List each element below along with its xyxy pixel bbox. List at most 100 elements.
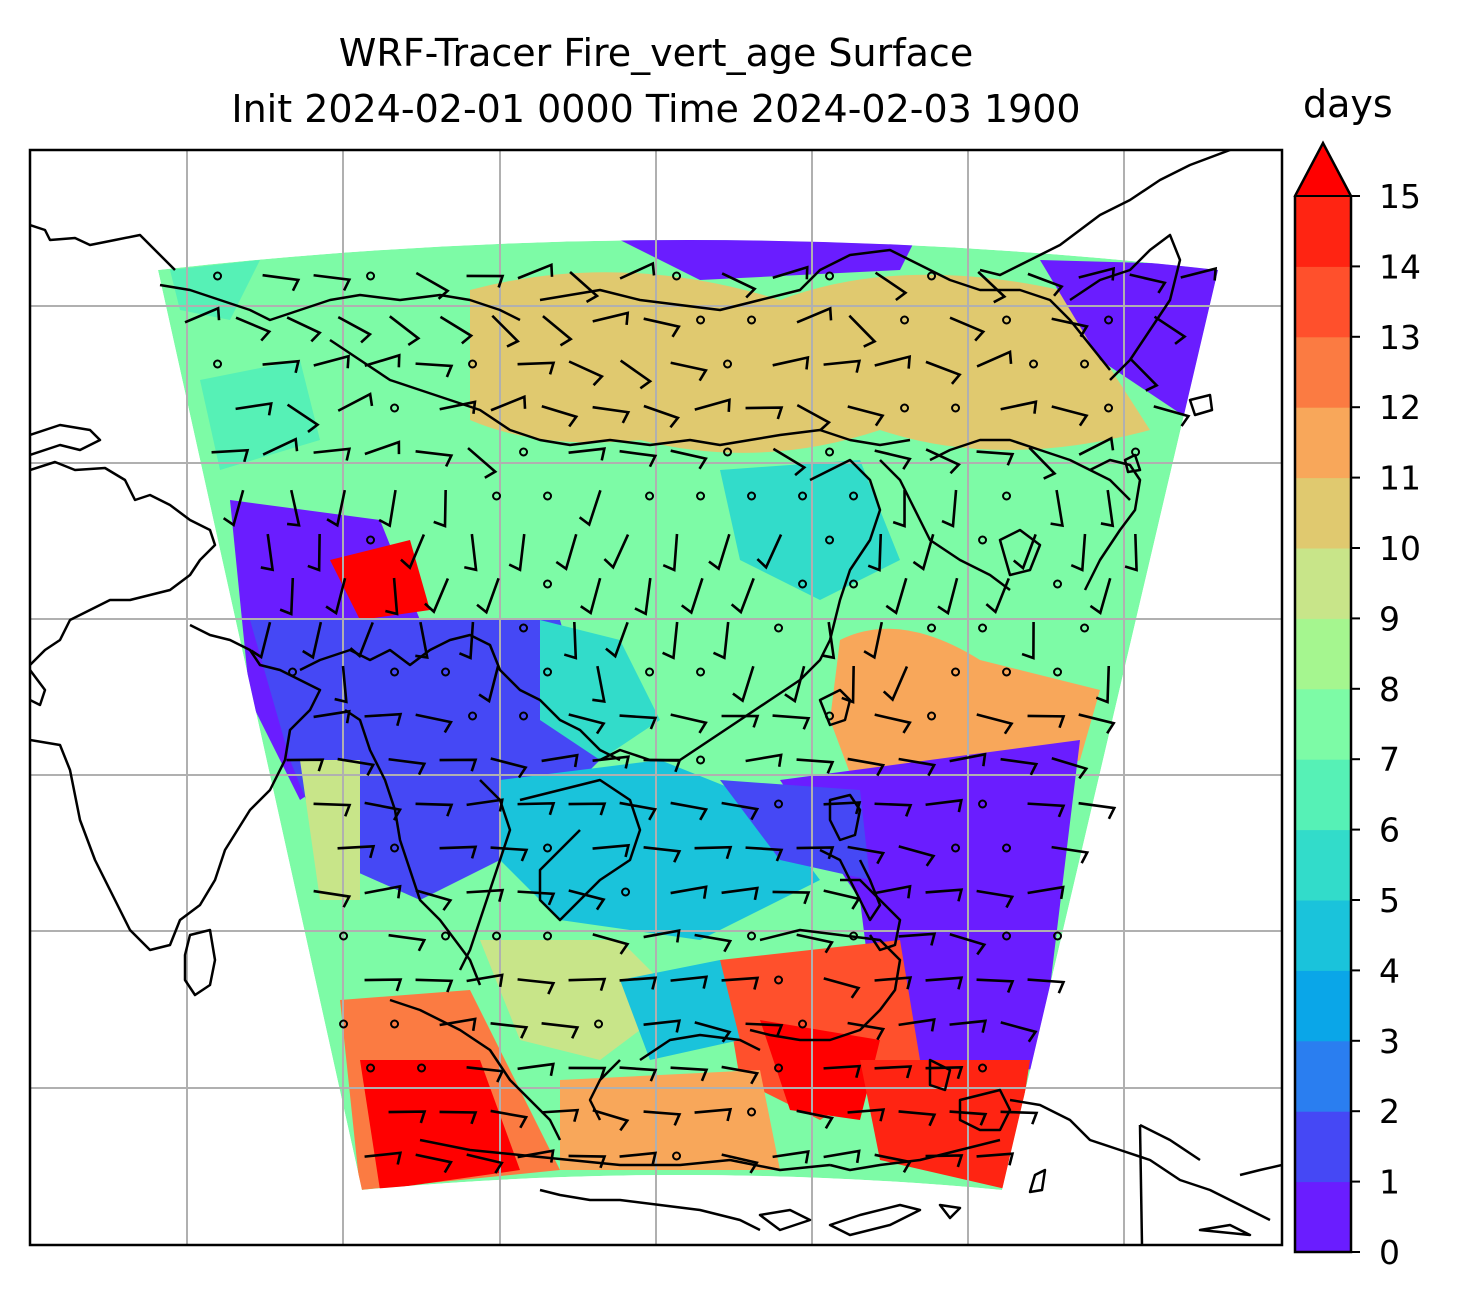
calm-wind-circle [978,623,988,633]
calm-wind-circle [798,1019,808,1029]
wind-barb [262,273,301,292]
wind-barb [592,1109,630,1132]
wind-barb [415,1153,453,1174]
wind-barb [364,884,402,899]
calm-wind-circle [1131,447,1141,457]
wind-barb [784,665,806,704]
wind-barb [1051,317,1089,338]
calm-wind-circle [519,447,529,457]
calm-wind-circle [774,623,784,633]
wind-barb [823,977,861,999]
wind-barb [286,758,325,772]
wind-barb [302,621,323,660]
wind-barb [464,533,478,572]
wind-barb [745,753,783,767]
wind-barb [694,1107,733,1122]
wind-barb [313,802,352,817]
wind-barb [541,1022,580,1039]
wind-barb [490,757,528,779]
wind-barb [568,977,607,991]
wind-barb [1100,489,1115,528]
wind-barb [1027,714,1066,729]
wind-barb [439,1110,478,1125]
wind-barb [490,394,527,412]
colorbar-swatch [1295,1040,1351,1112]
wind-barb [619,976,658,990]
colorbar-swatch [1295,829,1351,901]
wind-barb [847,405,885,427]
calm-wind-circle [366,1063,376,1073]
wind-barb [643,1110,682,1126]
wind-barb [1070,533,1087,572]
wind-barb [912,533,935,571]
calm-wind-circle [213,271,223,281]
colorbar-swatch [1295,688,1351,760]
wind-barb [848,314,877,348]
colorbar-swatch [1295,1181,1351,1253]
wind-barb [643,404,681,429]
wind-barb [517,1062,555,1077]
calm-wind-circle [543,667,553,677]
calm-wind-circle [1080,623,1090,633]
wind-barb [466,973,504,988]
wind-barb [821,621,836,660]
map-panel [28,148,1284,1247]
wind-barb [898,757,937,777]
calm-wind-circle [1104,403,1114,413]
wind-barb [388,315,421,347]
wind-barb [1095,665,1111,704]
wind-barb [874,884,912,899]
wind-barb [841,665,855,704]
wind-barb [874,713,912,734]
wind-barb [325,577,347,616]
wind-barb [847,1108,886,1122]
wind-barb [286,489,301,527]
wind-barb [619,261,656,280]
wind-barb [976,713,1014,735]
wind-barb [490,1022,529,1039]
wind-barb [563,621,578,660]
wind-barb [619,714,658,730]
wind-barb [1078,436,1115,456]
colorbar-tick-label: 3 [1379,1022,1400,1061]
wind-barb [847,845,886,865]
colorbar-tick-label: 8 [1379,670,1400,709]
wind-barb [662,621,679,660]
colorbar-tick-label: 15 [1379,177,1421,216]
wind-barb [1130,358,1159,392]
calm-wind-circle [1002,843,1012,853]
wind-barb [364,353,401,368]
calm-wind-circle [417,1063,427,1073]
colorbar-swatch [1295,477,1351,549]
wind-barb [580,577,602,616]
wind-barb [976,978,1015,993]
calm-wind-circle [825,447,835,457]
wind-barb [1012,533,1037,571]
calm-wind-circle [696,667,706,677]
wind-barb [976,450,1015,466]
wind-barb [466,1153,504,1174]
wind-barb [364,440,401,456]
calm-wind-circle [1053,667,1063,677]
calm-wind-circle [543,931,553,941]
wind-barb [517,802,556,816]
wind-barb [867,533,883,572]
wind-barb [1153,405,1191,427]
wind-barb [874,449,912,470]
map-title-line-1: WRF-Tracer Fire_vert_age Surface [338,31,974,75]
wind-barb [732,665,755,703]
calm-wind-circle [1002,931,1012,941]
calm-wind-circle [747,1107,757,1117]
wind-barb [542,315,573,347]
colorbar-swatch [1295,1111,1351,1183]
wind-barb [555,533,578,571]
wind-barb [439,758,478,772]
colorbar-swatch [1295,548,1351,619]
calm-wind-circle [441,667,451,677]
calm-wind-circle [951,667,961,677]
wind-barb [772,265,809,280]
calm-wind-circle [672,271,682,281]
wind-barb [925,888,964,902]
wind-barb [694,845,733,860]
